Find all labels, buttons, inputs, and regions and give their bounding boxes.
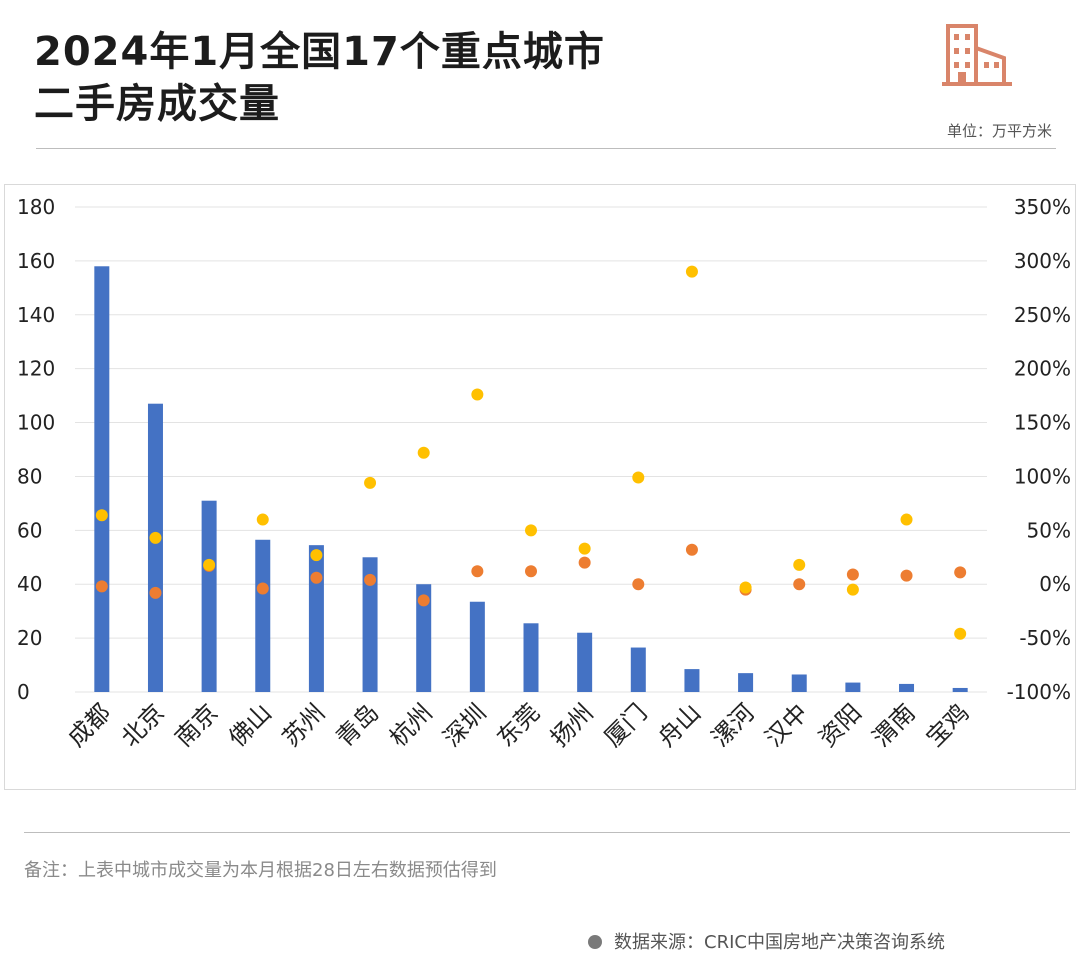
title-line-2: 二手房成交量 [34, 81, 280, 127]
unit-label: 单位：万平方米 [946, 122, 1052, 140]
left-axis-tick-label: 80 [17, 464, 42, 488]
orange-point-佛山 [256, 582, 269, 595]
bullet-icon [588, 935, 602, 949]
x-axis-tick-label: 南京 [170, 698, 224, 752]
x-axis-tick-label: 佛山 [223, 698, 277, 752]
x-axis-tick-label: 渭南 [867, 698, 921, 752]
x-axis-tick-label: 杭州 [384, 698, 438, 752]
bar-渭南 [899, 683, 915, 692]
right-axis-tick-label: 150% [1014, 411, 1071, 435]
yellow-point-厦门 [632, 471, 645, 484]
right-axis-tick-label: 350% [1014, 195, 1071, 219]
orange-point-深圳 [471, 565, 484, 578]
bar-北京 [147, 403, 163, 692]
orange-point-宝鸡 [954, 566, 967, 579]
bar-东莞 [523, 623, 539, 692]
orange-point-资阳 [846, 568, 859, 581]
bar-扬州 [577, 632, 593, 692]
bar-成都 [94, 266, 110, 692]
footer-divider [24, 832, 1070, 833]
yellow-point-成都 [95, 509, 108, 522]
footnote: 备注：上表中城市成交量为本月根据28日左右数据预估得到 [24, 860, 497, 881]
bar-厦门 [630, 647, 646, 692]
right-axis-tick-label: 300% [1014, 249, 1071, 273]
right-axis-tick-label: -100% [1007, 680, 1071, 704]
bar-深圳 [469, 601, 485, 692]
orange-point-厦门 [632, 578, 645, 591]
orange-point-渭南 [900, 569, 913, 582]
left-axis-tick-label: 20 [17, 626, 42, 650]
orange-point-青岛 [364, 573, 377, 586]
yellow-point-北京 [149, 531, 162, 544]
title-line-1: 2024年1月全国17个重点城市 [34, 29, 605, 75]
left-axis-tick-label: 120 [17, 357, 55, 381]
left-axis-tick-label: 180 [17, 195, 55, 219]
x-axis-tick-label: 舟山 [652, 698, 706, 752]
yellow-point-深圳 [471, 388, 484, 401]
bar-佛山 [255, 539, 271, 692]
right-axis-tick-label: 250% [1014, 303, 1071, 327]
chart-area: 0 20 40 60 80 100 120 140 160 180 -100% -50% 0% 50% 10… [4, 184, 1076, 790]
orange-point-成都 [95, 580, 108, 593]
left-axis-tick-label: 160 [17, 249, 55, 273]
bar-漯河 [738, 673, 754, 692]
bar-舟山 [684, 669, 700, 692]
data-source-text: 数据来源：CRIC中国房地产决策咨询系统 [614, 932, 945, 953]
orange-point-舟山 [685, 543, 698, 556]
x-axis-tick-label: 厦门 [599, 698, 653, 752]
building-icon [942, 24, 1012, 86]
x-axis-tick-label: 成都 [62, 698, 116, 752]
right-axis-tick-label: 100% [1014, 464, 1071, 488]
data-source: 数据来源：CRIC中国房地产决策咨询系统 [588, 928, 945, 954]
bar-资阳 [845, 682, 861, 692]
chart-title: 2024年1月全国17个重点城市 二手房成交量 [34, 26, 605, 130]
x-axis-tick-label: 资阳 [813, 698, 867, 752]
yellow-point-汉中 [793, 558, 806, 571]
bar-南京 [201, 500, 217, 692]
x-axis-tick-label: 北京 [116, 698, 170, 752]
orange-point-北京 [149, 586, 162, 599]
yellow-point-渭南 [900, 513, 913, 526]
right-axis-tick-label: -50% [1019, 626, 1071, 650]
x-axis-tick-label: 东莞 [492, 698, 546, 752]
yellow-point-漯河 [739, 581, 752, 594]
yellow-point-资阳 [846, 583, 859, 596]
yellow-point-苏州 [310, 549, 323, 562]
x-axis-tick-label: 苏州 [277, 698, 331, 752]
header-divider [36, 148, 1056, 149]
x-axis-tick-label: 汉中 [760, 698, 814, 752]
orange-point-苏州 [310, 571, 323, 584]
yellow-point-佛山 [256, 513, 269, 526]
bar-宝鸡 [952, 687, 968, 692]
right-axis-tick-label: 50% [1027, 518, 1071, 542]
x-axis-tick-label: 扬州 [545, 698, 599, 752]
right-axis-tick-label: 200% [1014, 357, 1071, 381]
yellow-point-东莞 [525, 524, 537, 537]
yellow-point-南京 [203, 558, 216, 571]
yellow-point-扬州 [578, 542, 591, 555]
bar-苏州 [308, 545, 324, 692]
right-axis-tick-label: 0% [1039, 572, 1071, 596]
bar-杭州 [416, 584, 432, 692]
bar-汉中 [791, 674, 807, 692]
x-axis-tick-label: 漯河 [706, 698, 760, 752]
yellow-point-青岛 [364, 476, 377, 489]
left-axis-tick-label: 140 [17, 303, 55, 327]
bar-青岛 [362, 557, 378, 692]
orange-point-扬州 [578, 556, 591, 569]
left-axis-tick-label: 40 [17, 572, 42, 596]
x-axis-tick-label: 宝鸡 [921, 698, 975, 752]
x-axis-tick-label: 青岛 [331, 698, 385, 752]
left-axis-tick-label: 0 [17, 680, 30, 704]
yellow-point-杭州 [417, 446, 430, 459]
orange-point-汉中 [793, 578, 806, 591]
yellow-point-舟山 [685, 265, 698, 278]
orange-point-杭州 [417, 594, 430, 607]
yellow-point-宝鸡 [954, 627, 967, 640]
chart-svg: 0 20 40 60 80 100 120 140 160 180 -100% -50% 0% 50% 10… [17, 195, 1071, 752]
orange-point-东莞 [525, 565, 537, 578]
x-axis-tick-label: 深圳 [438, 698, 492, 752]
left-axis-tick-label: 100 [17, 411, 55, 435]
left-axis-tick-label: 60 [17, 518, 42, 542]
